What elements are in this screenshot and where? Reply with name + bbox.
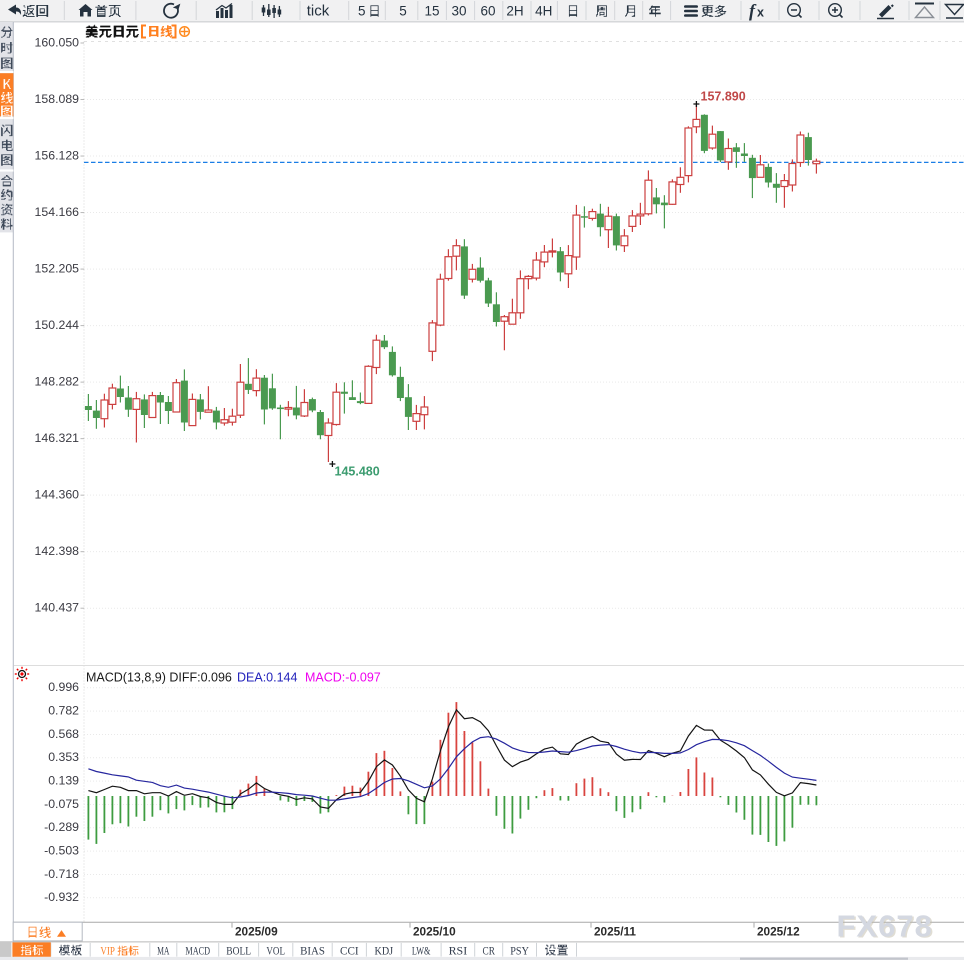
svg-text:2025/12: 2025/12 [757, 924, 800, 938]
svg-text:0.353: 0.353 [48, 750, 79, 764]
svg-text:-0.503: -0.503 [44, 844, 79, 858]
svg-text:MACD(13,8,9) DIFF:0.096: MACD(13,8,9) DIFF:0.096 [86, 671, 232, 685]
svg-text:5: 5 [399, 4, 407, 19]
svg-text:150.244: 150.244 [35, 318, 80, 332]
svg-text:x: x [757, 6, 764, 20]
svg-text:148.282: 148.282 [35, 375, 80, 389]
svg-text:0.996: 0.996 [48, 680, 79, 694]
svg-text:-0.932: -0.932 [44, 890, 79, 904]
svg-text:CCI: CCI [340, 944, 359, 958]
svg-text:152.205: 152.205 [35, 261, 80, 275]
svg-text:60: 60 [480, 4, 495, 19]
svg-text:-0.075: -0.075 [44, 797, 79, 811]
svg-text:BOLL: BOLL [226, 944, 251, 958]
svg-text:DEA:0.144: DEA:0.144 [237, 671, 298, 685]
svg-text:145.480: 145.480 [335, 465, 380, 479]
svg-text:tick: tick [307, 3, 330, 20]
svg-text:30: 30 [451, 4, 466, 19]
svg-text:0.568: 0.568 [48, 727, 79, 741]
svg-text:FX678: FX678 [838, 910, 934, 945]
svg-text:BIAS: BIAS [300, 944, 325, 958]
svg-text:-0.718: -0.718 [44, 867, 79, 881]
svg-text:2025/09: 2025/09 [235, 924, 278, 938]
svg-text:MA: MA [157, 944, 170, 958]
svg-text:160.050: 160.050 [35, 35, 80, 49]
svg-text:5: 5 [358, 4, 366, 19]
svg-text:2H: 2H [506, 4, 523, 19]
svg-text:CR: CR [483, 944, 495, 958]
svg-text:PSY: PSY [510, 944, 529, 958]
svg-text:FX678: FX678 [837, 909, 933, 944]
svg-text:MACD:-0.097: MACD:-0.097 [305, 671, 381, 685]
svg-text:146.321: 146.321 [35, 431, 80, 445]
svg-text:VIP: VIP [100, 944, 115, 958]
svg-text:KDJ: KDJ [375, 944, 394, 958]
svg-text:2025/10: 2025/10 [413, 924, 456, 938]
svg-text:RSI: RSI [449, 944, 468, 958]
svg-text:156.128: 156.128 [35, 148, 80, 162]
svg-text:VOL: VOL [266, 944, 285, 958]
svg-text:15: 15 [424, 4, 439, 19]
svg-text:140.437: 140.437 [35, 601, 80, 615]
svg-text:LW&: LW& [412, 944, 431, 958]
svg-text:158.089: 158.089 [35, 92, 80, 106]
svg-text:2025/11: 2025/11 [594, 924, 636, 938]
svg-text:4H: 4H [535, 4, 552, 19]
svg-text:157.890: 157.890 [701, 90, 746, 104]
svg-text:144.360: 144.360 [35, 488, 80, 502]
svg-text:142.398: 142.398 [35, 544, 80, 558]
svg-text:MACD: MACD [185, 944, 210, 958]
svg-text:0.782: 0.782 [48, 704, 79, 718]
svg-text:-0.289: -0.289 [44, 820, 79, 834]
svg-text:f: f [749, 1, 757, 21]
svg-text:0.139: 0.139 [48, 774, 79, 788]
svg-text:154.166: 154.166 [35, 205, 80, 219]
